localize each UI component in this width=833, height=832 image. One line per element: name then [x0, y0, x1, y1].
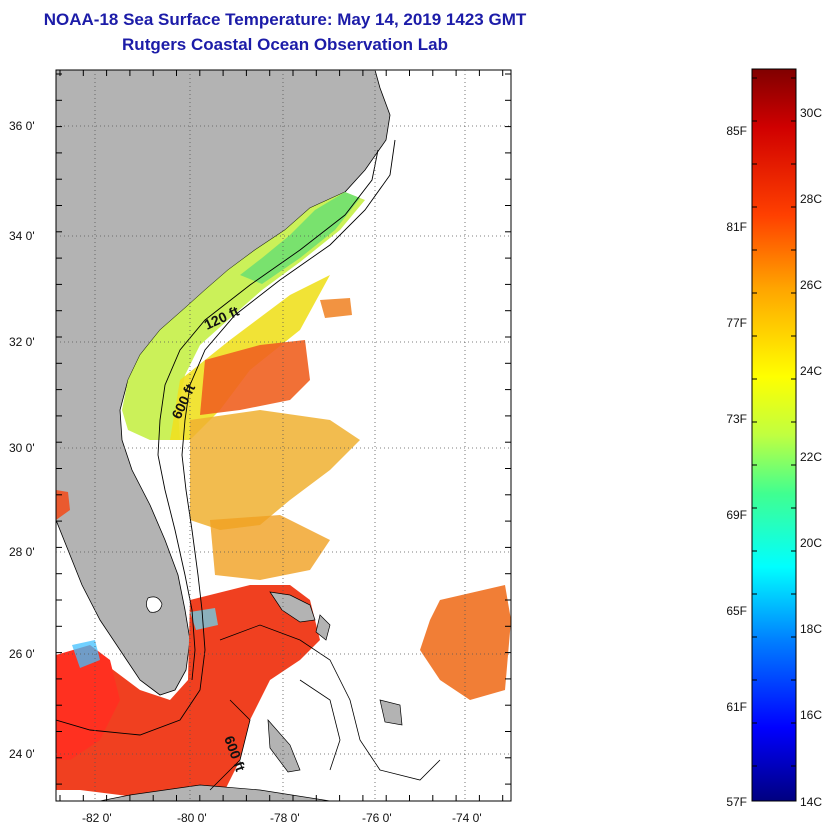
temperature-colorbar — [751, 68, 797, 802]
bahamas-island-2 — [315, 614, 331, 641]
celsius-label: 30C — [800, 106, 822, 120]
celsius-label: 26C — [800, 278, 822, 292]
fahrenheit-label: 81F — [726, 220, 747, 234]
fahrenheit-label: 69F — [726, 508, 747, 522]
lat-label: 32 0' — [9, 335, 35, 349]
lat-label: 30 0' — [9, 441, 35, 455]
bahamas-island-1 — [269, 591, 316, 623]
sst-offshore-south — [210, 515, 330, 580]
fahrenheit-label: 57F — [726, 795, 747, 809]
lon-label: -78 0' — [270, 811, 300, 825]
cuba-coast — [99, 784, 331, 801]
fahrenheit-label: 77F — [726, 316, 747, 330]
bahamas-island-4 — [379, 699, 403, 726]
celsius-label: 28C — [800, 192, 822, 206]
celsius-label: 14C — [800, 795, 822, 809]
land-mass — [56, 70, 391, 696]
contour-120ft — [157, 149, 379, 681]
map-title: NOAA-18 Sea Surface Temperature: May 14,… — [43, 10, 527, 29]
lat-label: 36 0' — [9, 119, 35, 133]
lat-label: 26 0' — [9, 647, 35, 661]
lon-label: -74 0' — [452, 811, 482, 825]
colorbar-fahrenheit-labels: 85F 81F 77F 73F 69F 65F 61F 57F — [726, 124, 747, 809]
sst-florida-straits — [56, 585, 320, 801]
sst-gulf-edge — [56, 490, 70, 520]
celsius-label: 22C — [800, 450, 822, 464]
lat-label: 34 0' — [9, 229, 35, 243]
sst-cool-patch-straits — [190, 608, 218, 630]
longitude-labels: -82 0' -80 0' -78 0' -76 0' -74 0' — [82, 811, 482, 825]
fahrenheit-label: 61F — [726, 700, 747, 714]
contour-600ft — [56, 139, 396, 736]
map-subtitle: Rutgers Coastal Ocean Observation Lab — [122, 35, 448, 54]
map-grid — [55, 69, 512, 802]
lon-label: -82 0' — [82, 811, 112, 825]
latitude-labels: 36 0' 34 0' 32 0' 30 0' 28 0' 26 0' 24 0… — [9, 119, 35, 761]
sst-offshore-mid — [190, 410, 360, 530]
bahamas-island-3 — [267, 718, 301, 773]
lat-label: 24 0' — [9, 747, 35, 761]
celsius-label: 24C — [800, 364, 822, 378]
celsius-label: 20C — [800, 536, 822, 550]
map-panel — [56, 70, 511, 801]
sst-gulfstream-north — [200, 340, 310, 415]
colorbar-gradient — [751, 68, 797, 802]
lake-okeechobee — [146, 596, 163, 613]
lon-label: -80 0' — [177, 811, 207, 825]
fahrenheit-label: 65F — [726, 604, 747, 618]
celsius-label: 16C — [800, 708, 822, 722]
fahrenheit-label: 85F — [726, 124, 747, 138]
sst-cool-ne-gulf — [72, 640, 100, 668]
celsius-label: 18C — [800, 622, 822, 636]
sst-patch-east — [320, 298, 352, 318]
sst-east-patch — [420, 585, 511, 700]
lon-label: -76 0' — [362, 811, 392, 825]
lat-label: 28 0' — [9, 545, 35, 559]
contour-bahamas-bank — [209, 624, 441, 791]
sst-nearshore-green — [240, 192, 360, 284]
fahrenheit-label: 73F — [726, 412, 747, 426]
colorbar-celsius-labels: 30C 28C 26C 24C 22C 20C 18C 16C 14C — [800, 106, 822, 809]
